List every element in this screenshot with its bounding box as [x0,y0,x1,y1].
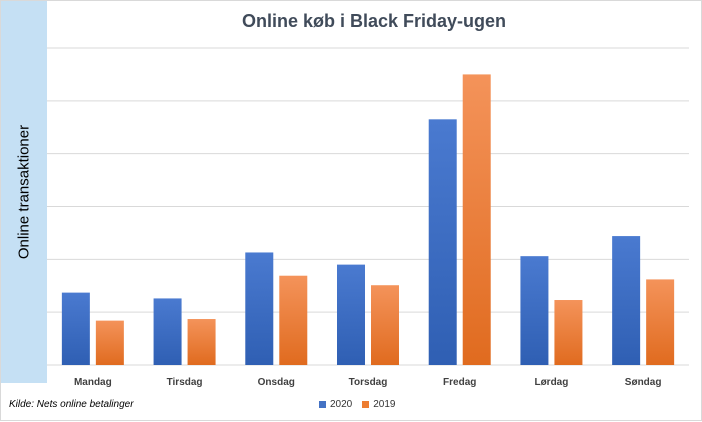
legend-item-2019: 2019 [362,399,396,410]
bar-2019-tirsdag [187,319,216,365]
x-tick-label: Søndag [625,377,662,388]
bar-2020-torsdag [337,264,365,365]
legend-label-2020: 2020 [330,399,353,410]
x-tick-label: Torsdag [349,377,388,388]
legend: 2020 2019 [319,399,406,410]
gridlines [47,47,689,366]
bar-2020-mandag [61,292,90,365]
y-axis-label-band: Online transaktioner [1,1,47,383]
bar-2020-tirsdag [153,298,182,365]
x-tick-labels: Mandag Tirsdag Onsdag Torsdag Fredag Lørdag Sø… [74,377,662,388]
bar-2020-lørdag [520,256,549,365]
legend-swatch-2019 [362,401,370,408]
bar-2019-fredag [462,74,491,366]
bar-2020-søndag [612,236,641,365]
x-tick-label: Lørdag [534,377,568,388]
bar-2019-lørdag [554,300,583,365]
bar-2020-fredag [428,119,457,365]
chart-title: Online køb i Black Friday-ugen [241,11,507,31]
bar-2019-onsdag [279,275,308,365]
x-tick-label: Fredag [443,377,476,388]
legend-item-2020: 2020 [319,399,352,410]
bar-2020-onsdag [245,252,274,365]
legend-swatch-2020 [319,401,326,408]
bar-2019-søndag [646,279,675,365]
bar-2019-torsdag [371,285,399,365]
bar-2019-mandag [95,320,124,365]
x-tick-label: Tirsdag [167,377,203,388]
bars [61,74,675,366]
legend-label-2019: 2019 [373,399,396,410]
x-tick-label: Mandag [74,377,112,388]
x-tick-label: Onsdag [258,377,295,388]
source-note: Kilde: Nets online betalinger [9,399,134,410]
